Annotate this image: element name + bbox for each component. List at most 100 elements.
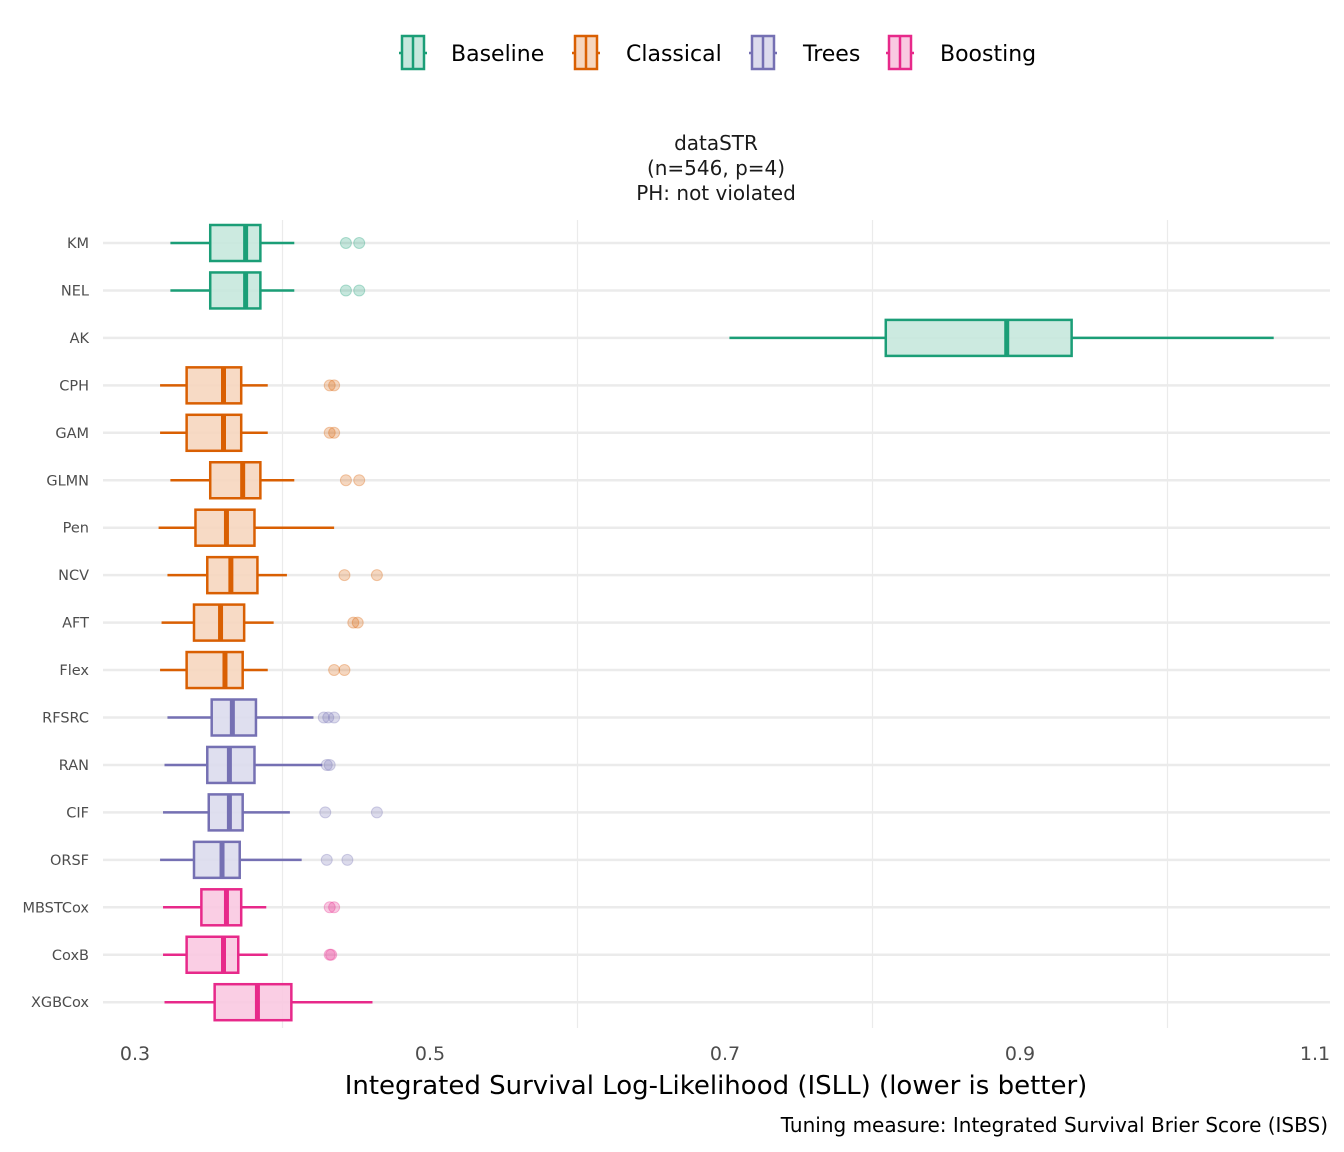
outlier-point	[328, 664, 341, 677]
iqr-box	[207, 793, 244, 832]
outlier-point	[323, 948, 336, 961]
iqr-box	[200, 888, 243, 927]
strip-title-line-1: dataSTR	[674, 131, 758, 155]
iqr-box	[208, 271, 262, 310]
outlier-point	[339, 237, 352, 249]
outlier-point	[320, 758, 333, 771]
iqr-box	[884, 318, 1073, 358]
outlier-point	[338, 664, 351, 677]
outlier-point	[323, 901, 336, 914]
legend-label: Baseline	[451, 42, 544, 67]
caption: Tuning measure: Integrated Survival Brie…	[780, 1113, 1328, 1137]
legend-item-boosting: Boosting	[886, 34, 1036, 71]
box-ak	[729, 318, 1274, 358]
outlier-point	[338, 569, 351, 582]
strip-title-line-2: (n=546, p=4)	[647, 156, 785, 180]
legend-item-baseline: Baseline	[399, 34, 544, 71]
y-tick-label: Pen	[63, 521, 89, 537]
outlier-point	[347, 616, 360, 629]
x-axis-title: Integrated Survival Log-Likelihood (ISLL…	[345, 1071, 1088, 1101]
legend-label: Trees	[802, 42, 860, 67]
box-nel	[170, 271, 366, 310]
iqr-box	[185, 650, 244, 690]
outlier-point	[328, 426, 341, 439]
iqr-box	[208, 223, 262, 263]
box-orsf	[160, 840, 354, 880]
gridlines	[281, 220, 1169, 1028]
outlier-point	[323, 379, 336, 392]
y-axis-tick-labels: KM NEL AK CPH GAM GLMN Pen NCV AFT Flex RFSRC RAN CI…	[22, 236, 89, 1011]
box-pen	[158, 508, 335, 547]
outlier-point	[323, 758, 336, 771]
x-tick-label: 0.3	[120, 1043, 150, 1065]
box-mbstcox	[163, 888, 341, 927]
y-tick-label: KM	[67, 236, 89, 252]
iqr-box	[185, 413, 243, 453]
iqr-box	[208, 461, 262, 500]
outlier-point	[339, 474, 352, 487]
legend: Baseline Classical Trees Boosting	[399, 34, 1036, 71]
y-tick-label: CoxB	[52, 948, 89, 964]
y-tick-label: Flex	[59, 663, 89, 679]
y-tick-label: RAN	[59, 758, 89, 774]
x-tick-label: 0.5	[415, 1043, 445, 1065]
outlier-point	[328, 379, 341, 392]
strip-title-line-3: PH: not violated	[636, 181, 796, 205]
y-tick-label: CPH	[59, 378, 89, 394]
outlier-point	[353, 474, 366, 487]
outlier-point	[370, 569, 383, 582]
outlier-point	[328, 901, 341, 914]
outlier-point	[370, 806, 383, 819]
y-tick-label: AFT	[62, 616, 89, 632]
y-tick-label: RFSRC	[42, 711, 89, 727]
outlier-point	[339, 284, 352, 297]
legend-item-classical: Classical	[572, 34, 722, 71]
y-tick-label: GAM	[55, 426, 89, 442]
legend-label: Classical	[626, 42, 722, 67]
outlier-point	[322, 711, 335, 724]
outlier-point	[317, 711, 330, 724]
y-tick-label: XGBCox	[31, 995, 89, 1011]
y-tick-label: ORSF	[50, 853, 89, 869]
x-axis-tick-labels: 0.3 0.5 0.7 0.9 1.1	[120, 1043, 1330, 1065]
y-tick-label: MBSTCox	[22, 900, 89, 916]
x-tick-label: 0.9	[1005, 1043, 1035, 1065]
iqr-box	[185, 935, 240, 974]
outlier-point	[353, 284, 366, 297]
y-tick-label: NEL	[61, 283, 89, 299]
legend-label: Boosting	[940, 42, 1036, 67]
outlier-point	[328, 711, 341, 724]
box-rfsrc	[167, 698, 341, 737]
outlier-point	[323, 426, 336, 439]
box-cph	[160, 366, 341, 405]
box-ncv	[167, 555, 383, 595]
iqr-box	[192, 840, 241, 880]
iqr-box	[213, 982, 293, 1022]
box-ran	[164, 745, 336, 785]
legend-item-trees: Trees	[749, 34, 860, 71]
box-flex	[160, 650, 351, 690]
box-xgbcox	[164, 982, 373, 1022]
boxes	[158, 223, 1274, 1022]
y-tick-label: AK	[70, 331, 90, 347]
outlier-point	[353, 237, 366, 249]
iqr-box	[185, 366, 243, 405]
y-tick-label: NCV	[58, 568, 89, 584]
box-cif	[163, 793, 383, 832]
outlier-point	[319, 806, 332, 819]
x-tick-label: 1.1	[1300, 1043, 1330, 1065]
box-gam	[160, 413, 341, 453]
outlier-point	[320, 853, 333, 866]
outlier-point	[341, 853, 354, 866]
row-gridlines	[103, 241, 1330, 1004]
y-tick-label: GLMN	[46, 473, 89, 489]
box-km	[170, 223, 366, 263]
x-tick-label: 0.7	[710, 1043, 740, 1065]
box-coxb	[163, 935, 338, 974]
outlier-point	[325, 948, 338, 961]
box-aft	[161, 603, 364, 642]
outlier-point	[351, 616, 364, 629]
y-tick-label: CIF	[66, 805, 89, 821]
box-glmn	[170, 461, 366, 500]
